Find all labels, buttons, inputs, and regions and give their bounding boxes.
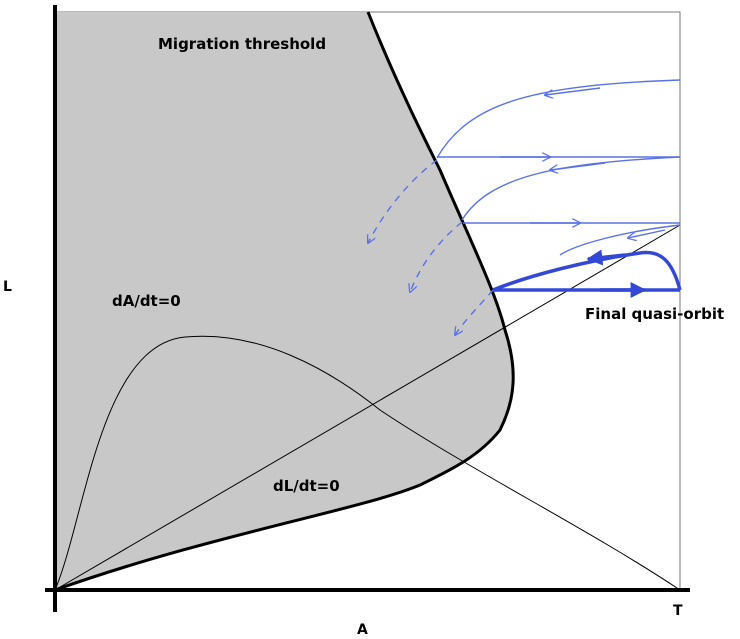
dashed-trajectories: [368, 159, 494, 335]
dl-dt-nullcline-label: dL/dt=0: [273, 477, 340, 495]
x-axis-label: A: [357, 622, 368, 638]
migration-threshold-region: [55, 12, 514, 590]
da-dt-nullcline-label: dA/dt=0: [112, 292, 181, 310]
dashed-trajectory-3: [455, 289, 494, 335]
trajectory-1-arrow: [545, 87, 601, 95]
trajectory-5-arrow: [628, 229, 666, 238]
orbit-return-curve: [492, 250, 682, 292]
dashed-trajectory-2: [410, 221, 463, 292]
trajectory-5: [559, 224, 681, 256]
trajectory-1: [436, 79, 681, 159]
trajectories: [436, 79, 681, 256]
da-dt-nullcline: [54, 335, 681, 591]
y-axis-label: L: [3, 279, 12, 295]
orbit-top-arrow: [586, 249, 626, 266]
trajectory-3: [461, 156, 681, 221]
region-label: Migration threshold: [158, 35, 326, 53]
dl-dt-nullcline: [54, 224, 681, 591]
trajectory-3-arrow: [550, 162, 606, 170]
final-quasi-orbit: [492, 249, 682, 298]
migration-threshold-curve: [54, 11, 515, 592]
dashed-trajectory-1: [368, 159, 438, 243]
orbit-label: Final quasi-orbit: [585, 305, 724, 323]
x-end-tick-label: T: [673, 603, 683, 619]
